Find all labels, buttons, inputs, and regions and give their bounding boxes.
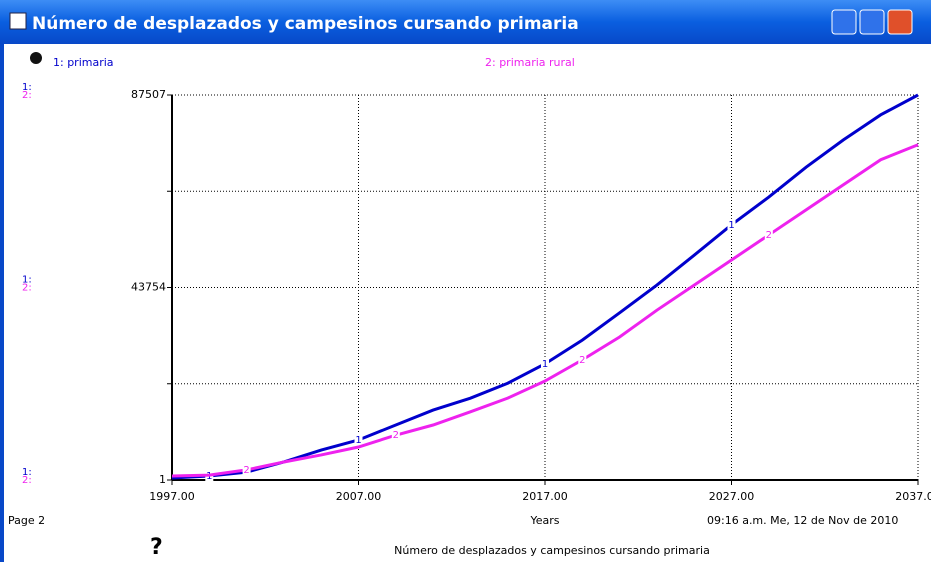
series-marker: 1: [728, 220, 734, 231]
x-axis-label: Years: [529, 514, 559, 527]
series-marker: 2: [766, 230, 772, 241]
window-title: Número de desplazados y campesinos cursa…: [32, 14, 579, 34]
series-marker: 2: [243, 465, 249, 476]
y-tick-label: 1: [159, 473, 166, 486]
y-tick-label: 87507: [131, 88, 166, 101]
axis-marker: 1:: [22, 467, 32, 478]
series-line: [171, 143, 919, 478]
series-marker: 2: [579, 355, 585, 366]
series-marker-bg: [764, 228, 773, 240]
pin-icon[interactable]: [30, 52, 42, 64]
caption: Número de desplazados y campesinos cursa…: [394, 544, 710, 557]
legend-entry: 1: primaria: [53, 56, 114, 69]
x-tick-label: 2037.00: [895, 490, 931, 503]
x-tick-label: 2007.00: [336, 490, 382, 503]
axis-marker: 1:: [22, 275, 32, 286]
axis-marker: 2:: [22, 90, 32, 101]
x-tick-label: 2027.00: [709, 490, 755, 503]
series-marker-bg: [354, 433, 363, 445]
series-marker-bg: [727, 218, 736, 230]
page-label: Page 2: [8, 514, 45, 527]
series-marker-bg: [391, 429, 400, 441]
axis-marker: 2:: [22, 283, 32, 294]
help-button[interactable]: ?: [150, 535, 163, 560]
y-tick-label: 43754: [131, 281, 166, 294]
axis-marker: 2:: [22, 475, 32, 486]
series-marker: 2: [393, 430, 399, 441]
window-border: [0, 44, 4, 562]
series-marker-bg: [578, 353, 587, 365]
series-marker-bg: [242, 463, 251, 475]
timestamp: 09:16 a.m. Me, 12 de Nov de 2010: [707, 514, 898, 527]
x-tick-label: 1997.00: [149, 490, 195, 503]
axis-marker: 1:: [22, 82, 32, 93]
close-button[interactable]: [887, 9, 913, 35]
maximize-button[interactable]: [859, 9, 885, 35]
legend-entry: 2: primaria rural: [485, 56, 575, 69]
series-marker: 1: [355, 435, 361, 446]
series-marker-bg: [541, 357, 549, 369]
minimize-button[interactable]: [831, 9, 857, 35]
series-marker: 1: [542, 359, 548, 370]
window-icon: [9, 12, 27, 30]
x-tick-label: 2017.00: [522, 490, 568, 503]
title-bar: [0, 0, 931, 44]
